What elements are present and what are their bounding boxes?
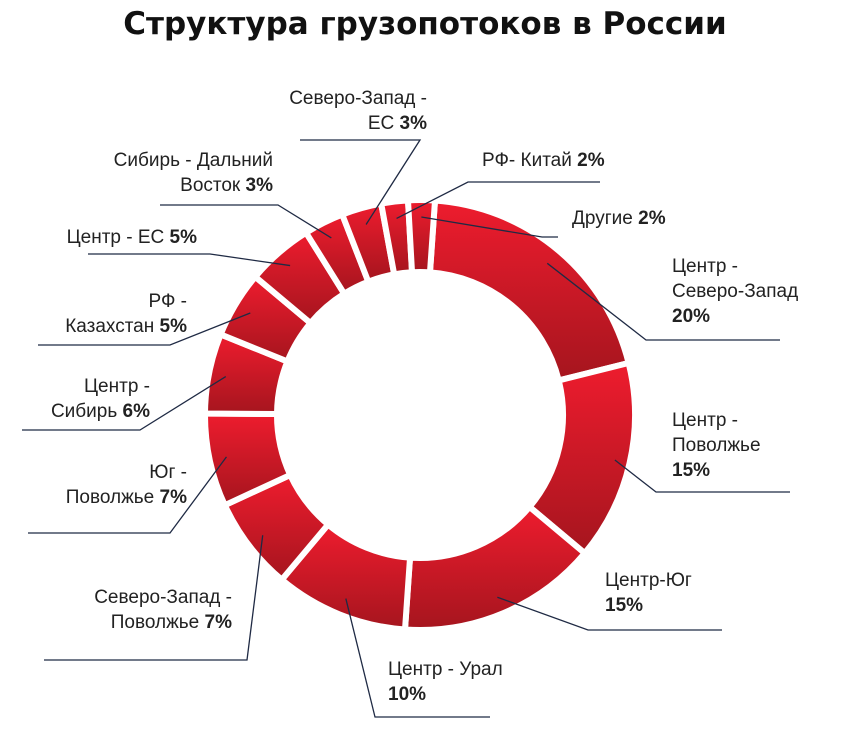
leader-line <box>44 535 264 661</box>
slice-label: Центр-Юг 15% <box>605 568 692 618</box>
slice-label-text: Казахстан <box>65 316 160 337</box>
chart-title: Структура грузопотоков в России <box>123 6 727 42</box>
slice-value-label: 3% <box>399 113 427 134</box>
slice-label-text: Поволжье <box>672 435 761 456</box>
slice-value-label: 2% <box>577 150 605 171</box>
slice-label: Сибирь - Дальний Восток 3% <box>114 148 273 198</box>
slice-label: Юг - Поволжье 7% <box>66 460 187 510</box>
slice-label-text: Северо-Запад <box>672 281 799 302</box>
slice-label: Центр - ЕС 5% <box>67 225 197 250</box>
slice-label-text: Северо-Запад - <box>94 587 232 608</box>
leader-line <box>421 216 558 238</box>
slice-value-label: 10% <box>388 684 427 705</box>
slice-value-label: 15% <box>605 595 644 616</box>
leader-line <box>300 139 422 225</box>
slice-label: Другие 2% <box>572 206 666 231</box>
slice-value-label: 7% <box>159 487 187 508</box>
slice-label-text: РФ - <box>148 291 187 312</box>
leader-line <box>22 375 227 431</box>
slice-label-text: ЕС <box>367 113 400 134</box>
slice-label: Центр - Урал 10% <box>388 657 503 707</box>
slice-label-text: РФ- Китай <box>482 150 578 171</box>
slice-label-text: Центр - ЕС <box>66 227 170 248</box>
slice-label-text: Поволжье <box>110 612 205 633</box>
slice-label-text: Центр - <box>84 376 150 397</box>
slice-label-text: Юг - <box>149 462 187 483</box>
slice-value-label: 6% <box>122 401 150 422</box>
leader-line <box>88 253 291 267</box>
leader-line <box>345 598 490 718</box>
slice-label-text: Центр - <box>672 410 738 431</box>
slice-label-text: Поволжье <box>65 487 160 508</box>
slice-label: Центр - Северо-Запад 20% <box>672 254 798 329</box>
slice-label: РФ- Китай 2% <box>482 148 605 173</box>
slice-value-label: 2% <box>638 208 666 229</box>
slice-value-label: 3% <box>245 175 273 196</box>
slice-label-text: Другие <box>572 208 639 229</box>
slice-label: Центр - Поволжье 15% <box>672 408 761 483</box>
slice-label: РФ - Казахстан 5% <box>65 289 187 339</box>
slice-value-label: 7% <box>204 612 232 633</box>
leader-line <box>497 596 722 631</box>
leader-line <box>38 312 251 346</box>
slice-label-text: Восток <box>180 175 246 196</box>
slice-label-text: Центр-Юг <box>605 570 692 591</box>
slice-label-text: Сибирь - Дальний <box>113 150 273 171</box>
slice-value-label: 5% <box>169 227 197 248</box>
slice-label: Центр - Сибирь 6% <box>51 374 150 424</box>
slice-value-label: 15% <box>672 460 711 481</box>
slice-value-label: 20% <box>672 306 711 327</box>
leader-line <box>28 456 227 534</box>
leader-line <box>614 459 790 493</box>
slice-label: Северо-Запад - ЕС 3% <box>289 86 427 136</box>
leader-line <box>396 181 600 219</box>
slice-label: Северо-Запад - Поволжье 7% <box>94 585 232 635</box>
slice-label-text: Центр - Урал <box>388 659 503 680</box>
slice-value-label: 5% <box>159 316 187 337</box>
leader-line <box>160 204 332 239</box>
slice-label-text: Центр - <box>672 256 738 277</box>
leader-line <box>546 262 780 341</box>
slice-label-text: Северо-Запад - <box>289 88 427 109</box>
slice-label-text: Сибирь <box>50 401 123 422</box>
